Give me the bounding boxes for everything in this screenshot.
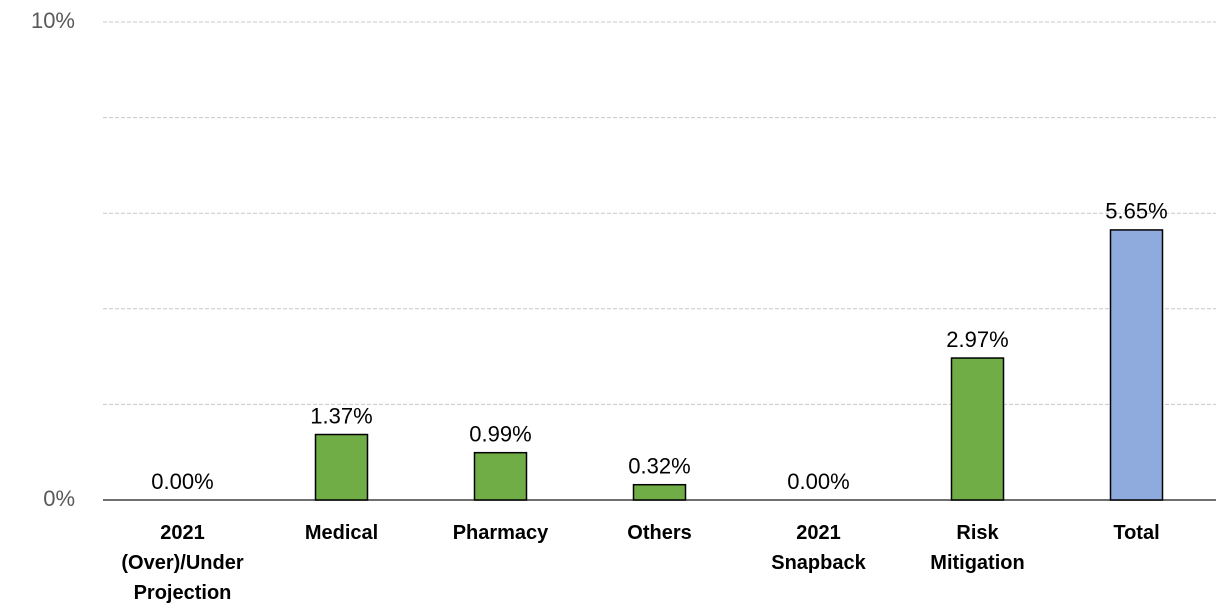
bar [473,451,528,501]
y-tick-label: 0% [43,486,75,511]
x-tick-label: 2021 Snapback [771,522,866,574]
value-label: 0.32% [628,454,690,479]
value-label: 0.99% [469,421,531,446]
x-tick-label: Risk Mitigation [930,522,1024,574]
value-label: 0.00% [151,469,213,494]
x-tick-label: Pharmacy [453,522,549,544]
bar [632,483,687,501]
y-tick-label: 10% [31,8,75,33]
bar [950,357,1005,501]
x-tick-label: Others [627,522,691,544]
value-label: 0.00% [787,469,849,494]
value-label: 5.65% [1105,199,1167,224]
x-tick-label: Medical [305,522,378,544]
x-tick-label: Total [1113,522,1159,544]
value-label: 1.37% [310,403,372,428]
bar [314,433,369,501]
x-tick-label: 2021 (Over)/Under Projection [121,522,243,604]
bar [1109,229,1164,501]
value-label: 2.97% [946,327,1008,352]
